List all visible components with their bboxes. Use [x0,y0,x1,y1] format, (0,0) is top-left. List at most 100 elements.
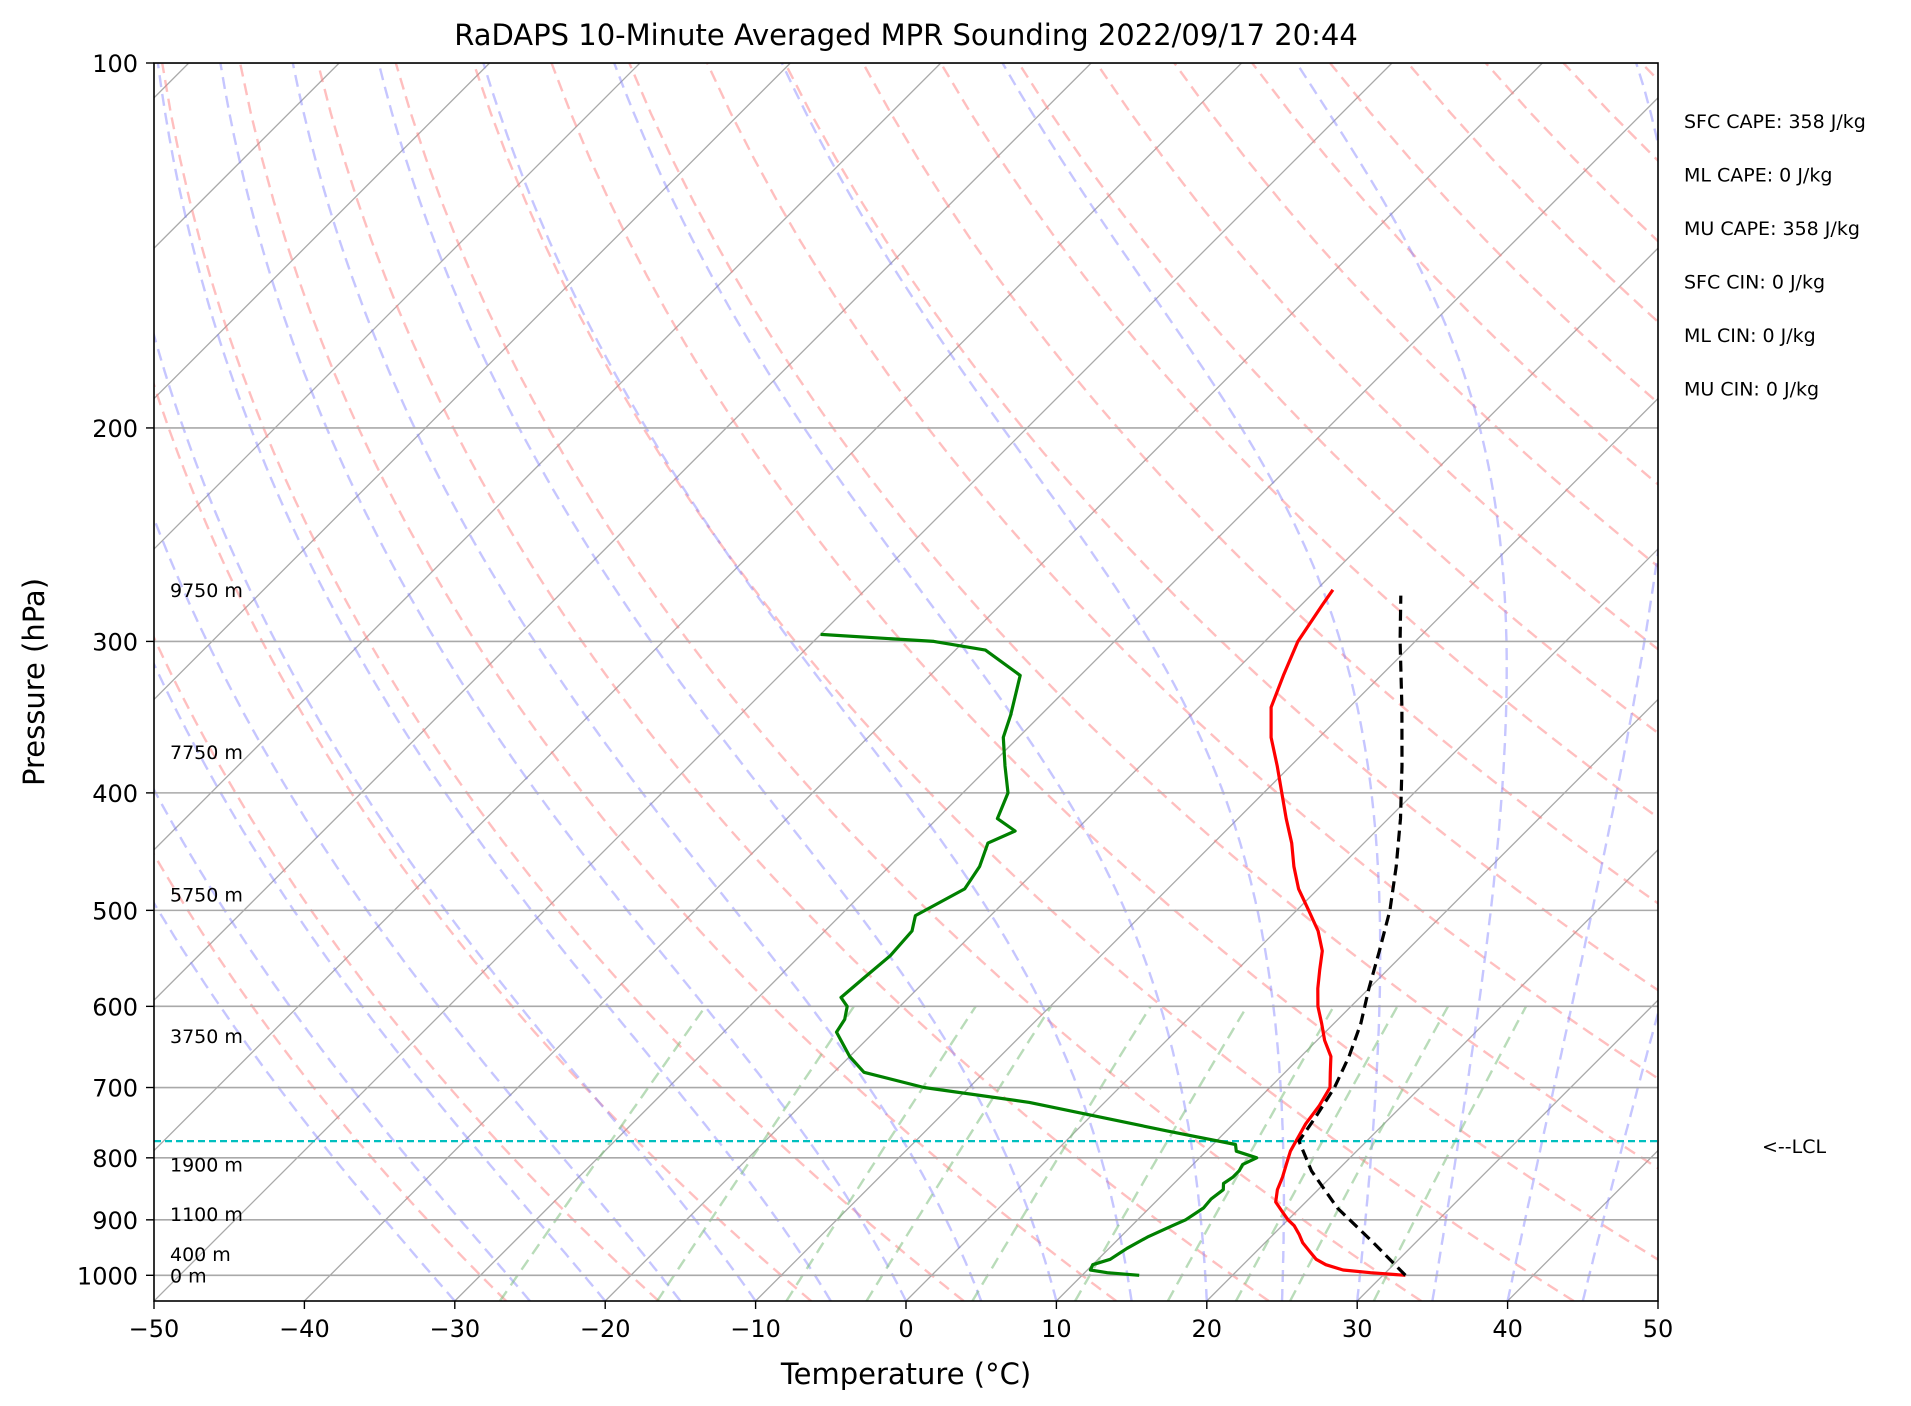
altitude-label: 9750 m [170,580,243,602]
mixing-ratio-line [656,1005,855,1301]
x-tick-label: 50 [1643,1315,1674,1343]
dry-adiabat-line [316,63,1270,1301]
y-tick-label: 400 [92,780,138,808]
sounding-series [820,588,1407,1277]
altitude-label: 5750 m [170,884,243,906]
dry-adiabat-line [628,63,1658,1170]
dry-adiabat-line [472,63,1575,1301]
isotherm-line [154,63,942,851]
isotherm-line [604,247,1658,1301]
x-tick-label: 40 [1492,1315,1523,1343]
y-tick-label: 800 [92,1145,138,1173]
moist-adiabat-line [154,515,682,1301]
moist-adiabat-line [219,63,908,1301]
y-tick-label: 600 [92,993,138,1021]
x-axis: −50 −40 −30 −20 −10 0 10 20 30 40 50 [129,1301,1674,1343]
dry-adiabat-line [238,63,1117,1301]
moist-adiabat-line [156,63,832,1301]
isotherm-line [303,63,1543,1301]
moist-adiabat-line [291,63,983,1301]
moist-adiabat-line [482,63,1133,1301]
moist-adiabat-line [154,661,607,1301]
y-tick-label: 300 [92,628,138,656]
mixing-ratio-line [1289,1005,1450,1301]
dry-adiabat-line [154,634,660,1301]
dry-adiabat-line [394,63,1422,1301]
x-tick-label: −30 [429,1315,480,1343]
mixing-ratio-line [971,1005,1152,1301]
dry-adiabat-line [706,63,1658,1080]
isotherm-line [154,63,1243,1152]
x-tick-label: 30 [1342,1315,1373,1343]
altitude-label: 400 m [170,1244,231,1266]
altitude-label: 1900 m [170,1154,243,1176]
dry-adiabat-line [161,63,965,1301]
isotherm-line [1356,999,1658,1301]
lcl-label: <--LCL [1762,1136,1826,1158]
stat-line: SFC CAPE: 358 J/kg [1684,111,1866,133]
moist-adiabat-line [613,63,1208,1301]
x-tick-label: −20 [580,1315,631,1343]
stat-line: ML CAPE: 0 J/kg [1684,165,1832,187]
stat-line: MU CAPE: 358 J/kg [1684,218,1860,240]
stat-line: ML CIN: 0 J/kg [1684,325,1816,347]
altitude-label: 0 m [170,1265,207,1287]
pressure-gridlines [154,63,1658,1277]
altitude-label: 1100 m [170,1204,243,1226]
y-tick-label: 500 [92,897,138,925]
isotherm-line [154,63,1393,1301]
x-tick-label: 20 [1192,1315,1223,1343]
x-tick-label: 0 [898,1315,913,1343]
moist-adiabat-line [1506,63,1658,1301]
y-tick-label: 1000 [77,1262,138,1290]
moist-adiabat-line [154,787,531,1301]
mixing-ratio-line [498,1005,707,1301]
isotherm-line [905,548,1658,1301]
altitude-label: 3750 m [170,1026,243,1048]
stats-panel: SFC CAPE: 358 J/kg ML CAPE: 0 J/kg MU CAPE… [1684,111,1866,401]
moist-adiabat-line [377,63,1058,1301]
x-tick-label: −10 [730,1315,781,1343]
parcel-path [1297,595,1407,1277]
moist-adiabat-line [1001,63,1382,1301]
mixing-ratio-line [865,1005,1053,1301]
y-tick-label: 900 [92,1207,138,1235]
mixing-ratio-line [785,1005,977,1301]
moist-adiabat-line [154,330,757,1301]
moist-adiabat-line [1295,63,1508,1301]
x-axis-label: Temperature (°C) [780,1357,1031,1391]
y-tick-label: 100 [92,50,138,78]
isotherm-line [154,63,641,550]
dry-adiabat-line [154,381,812,1301]
y-tick-label: 700 [92,1075,138,1103]
dewpoint-profile [820,632,1259,1277]
isotherm-line [154,63,791,701]
dry-adiabat-line [154,852,508,1301]
isotherm-line [1055,698,1658,1301]
background-lines [154,63,1658,1301]
dry-adiabat-line [783,63,1658,992]
stat-line: SFC CIN: 0 J/kg [1684,272,1825,294]
dry-adiabat-line [1095,63,1658,651]
dry-adiabat-line [1173,63,1658,569]
dry-adiabat-line [550,63,1658,1261]
isotherm-line [154,63,491,400]
stat-line: MU CIN: 0 J/kg [1684,379,1819,401]
dry-adiabat-line [1017,63,1658,735]
x-tick-label: −40 [279,1315,330,1343]
chart-title: RaDAPS 10-Minute Averaged MPR Sounding 2… [454,18,1358,52]
moist-adiabat-line [154,900,456,1301]
x-tick-label: −50 [129,1315,180,1343]
mixing-ratio-line [1234,1005,1399,1301]
y-tick-label: 200 [92,415,138,443]
temperature-profile [1269,588,1406,1277]
y-axis-label: Pressure (hPa) [17,578,51,786]
isotherm-line [1206,848,1658,1301]
y-axis: 100 200 300 400 500 600 700 800 900 1000 [77,50,154,1290]
isotherm-line [454,96,1658,1301]
isotherm-line [154,63,1092,1002]
x-tick-label: 10 [1041,1315,1072,1343]
